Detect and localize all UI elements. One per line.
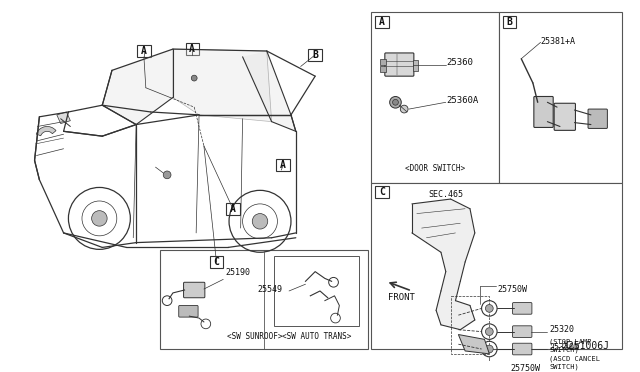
- Bar: [371, 183, 622, 349]
- Text: A: A: [230, 204, 236, 214]
- FancyBboxPatch shape: [513, 326, 532, 337]
- FancyBboxPatch shape: [554, 103, 575, 130]
- Polygon shape: [243, 51, 296, 131]
- Text: B: B: [312, 50, 318, 60]
- Bar: [499, 12, 622, 183]
- Text: 25190: 25190: [225, 269, 250, 278]
- Polygon shape: [57, 112, 70, 124]
- Text: B: B: [507, 17, 513, 27]
- Bar: [375, 186, 388, 198]
- Bar: [413, 60, 418, 71]
- Polygon shape: [102, 49, 173, 125]
- Circle shape: [486, 345, 493, 353]
- Circle shape: [392, 99, 398, 105]
- Text: FRONT: FRONT: [388, 293, 415, 302]
- Bar: [380, 59, 386, 65]
- Polygon shape: [412, 199, 475, 330]
- Text: <SW SUNROOF>: <SW SUNROOF>: [227, 332, 282, 341]
- Circle shape: [390, 96, 401, 108]
- FancyBboxPatch shape: [513, 343, 532, 355]
- FancyBboxPatch shape: [179, 305, 198, 317]
- Bar: [451, 296, 490, 354]
- Text: 25360A: 25360A: [447, 96, 479, 105]
- Text: SWITCH): SWITCH): [549, 363, 579, 370]
- Bar: [186, 43, 199, 55]
- Text: <SW AUTO TRANS>: <SW AUTO TRANS>: [282, 332, 351, 341]
- Bar: [371, 12, 499, 183]
- Bar: [503, 16, 516, 28]
- Circle shape: [486, 328, 493, 336]
- Text: 25320: 25320: [549, 325, 574, 334]
- Circle shape: [486, 305, 493, 312]
- FancyBboxPatch shape: [534, 96, 553, 128]
- Circle shape: [92, 211, 107, 226]
- Text: A: A: [280, 160, 286, 170]
- Bar: [273, 256, 358, 326]
- Polygon shape: [173, 49, 271, 122]
- Circle shape: [400, 105, 408, 113]
- Text: A: A: [379, 17, 385, 27]
- Text: 25320N: 25320N: [549, 343, 579, 352]
- Text: (ASCD CANCEL: (ASCD CANCEL: [549, 356, 600, 362]
- Bar: [161, 250, 369, 349]
- Text: SWITCH): SWITCH): [549, 346, 579, 353]
- Circle shape: [163, 171, 171, 179]
- Bar: [276, 159, 290, 171]
- Bar: [226, 203, 240, 215]
- Bar: [137, 45, 150, 57]
- Text: 25549: 25549: [257, 285, 282, 294]
- Wedge shape: [36, 126, 56, 136]
- Text: 25750W: 25750W: [497, 285, 527, 294]
- Circle shape: [191, 75, 197, 81]
- Text: C: C: [379, 187, 385, 197]
- Circle shape: [252, 214, 268, 229]
- Text: A: A: [189, 44, 195, 54]
- Bar: [308, 49, 322, 61]
- Bar: [380, 67, 386, 72]
- Polygon shape: [458, 334, 490, 354]
- Text: <DOOR SWITCH>: <DOOR SWITCH>: [405, 164, 465, 173]
- FancyBboxPatch shape: [588, 109, 607, 128]
- Text: SEC.465: SEC.465: [428, 190, 463, 199]
- Text: 25360: 25360: [447, 58, 474, 67]
- Bar: [375, 16, 388, 28]
- Text: A: A: [141, 46, 147, 56]
- Text: (STOP LAMP: (STOP LAMP: [549, 339, 592, 345]
- FancyBboxPatch shape: [385, 53, 414, 76]
- Bar: [210, 256, 223, 268]
- Text: 25381+A: 25381+A: [541, 38, 575, 46]
- FancyBboxPatch shape: [184, 282, 205, 298]
- Text: X251006J: X251006J: [563, 341, 611, 351]
- Text: C: C: [214, 257, 220, 267]
- Text: 25750W: 25750W: [511, 364, 541, 372]
- FancyBboxPatch shape: [513, 302, 532, 314]
